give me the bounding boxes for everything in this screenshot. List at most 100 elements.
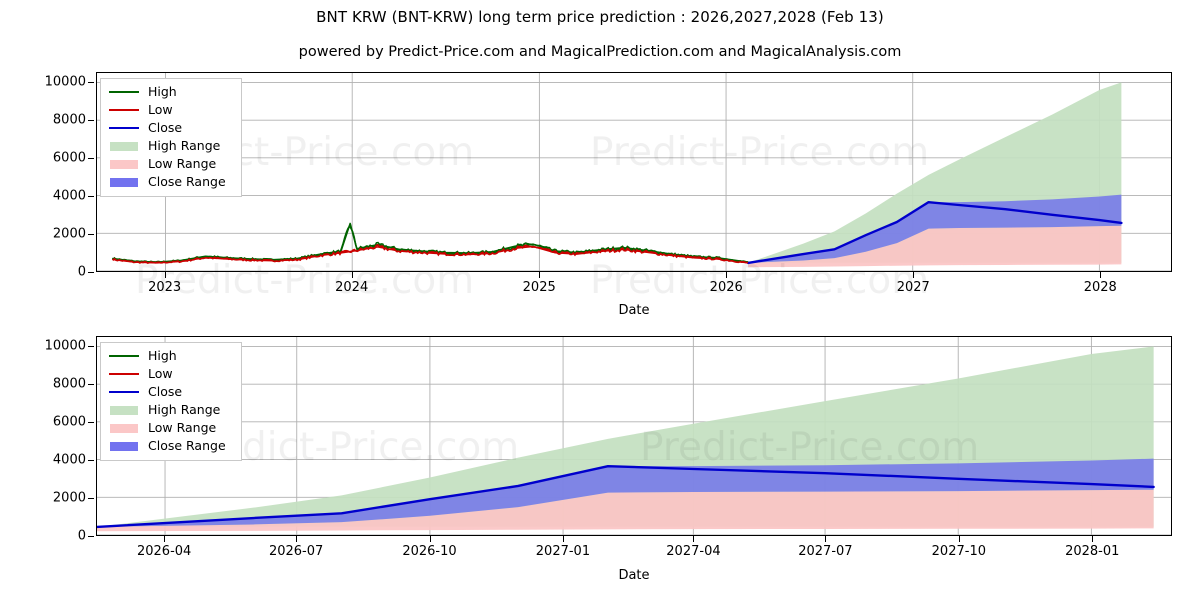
legend-history: High Low Close High Range Low Range Close Ran… (100, 78, 242, 197)
x-tick-label: 2027-01 (535, 544, 591, 559)
legend-item-label: High Range (148, 402, 221, 417)
chart-panel-history (96, 72, 1172, 272)
x-tick-label: 2025 (522, 280, 556, 295)
band-low-range (748, 225, 1122, 268)
x-tick-mark (296, 536, 298, 542)
page-subtitle: powered by Predict-Price.com and Magical… (298, 44, 902, 60)
legend-item-label: Low Range (148, 156, 217, 171)
y-tick-label: 4000 (52, 188, 86, 204)
y-tick-mark (88, 81, 94, 83)
x-tick-mark (562, 536, 564, 542)
x-axis-label-forecast: Date (618, 568, 650, 583)
legend-item-close[interactable]: Close (109, 120, 232, 136)
y-tick-mark (88, 345, 94, 347)
legend-line-swatch-2 (109, 121, 139, 135)
swatch-fill (109, 109, 139, 112)
y-tick-label: 2000 (52, 490, 86, 506)
legend-item-low[interactable]: Low (109, 366, 232, 382)
y-tick-label: 10000 (44, 74, 86, 90)
y-tick-mark (88, 272, 94, 273)
legend-patch-swatch-4 (109, 421, 139, 435)
y-tick-label: 2000 (52, 226, 86, 242)
legend-item-close[interactable]: Close (109, 384, 232, 400)
legend-item-close-range[interactable]: Close Range (109, 438, 232, 454)
x-tick-label: 2026-10 (402, 544, 457, 559)
series-line-low (112, 245, 749, 264)
x-tick-mark (539, 272, 541, 278)
swatch-fill (110, 424, 138, 433)
page-title: BNT KRW (BNT-KRW) long term price predic… (316, 8, 884, 26)
legend-item-close-range[interactable]: Close Range (109, 174, 232, 190)
legend-item-low-range[interactable]: Low Range (109, 420, 232, 436)
legend-patch-swatch-4 (109, 157, 139, 171)
x-tick-label: 2027-10 (931, 544, 986, 559)
y-tick-label: 6000 (52, 150, 86, 166)
chart-panel-forecast (96, 336, 1172, 536)
x-tick-label: 2023 (148, 280, 182, 295)
x-tick-label: 2026-07 (268, 544, 324, 559)
plot-svg-forecast (97, 337, 1171, 535)
x-tick-mark (351, 272, 353, 278)
swatch-fill (110, 160, 138, 169)
legend-item-label: Low (148, 366, 173, 381)
legend-item-high-range[interactable]: High Range (109, 138, 232, 154)
x-tick-mark (429, 536, 431, 542)
x-tick-mark (1100, 272, 1102, 278)
legend-line-swatch-0 (109, 349, 139, 363)
swatch-fill (110, 406, 138, 415)
legend-item-label: Close Range (148, 438, 226, 453)
legend-patch-swatch-5 (109, 175, 139, 189)
legend-line-swatch-1 (109, 367, 139, 381)
swatch-fill (109, 355, 139, 358)
x-tick-mark (726, 272, 728, 278)
y-tick-mark (88, 459, 94, 461)
x-tick-label: 2028 (1083, 280, 1117, 295)
y-tick-label: 0 (77, 264, 86, 280)
legend-patch-swatch-5 (109, 439, 139, 453)
y-tick-label: 6000 (52, 414, 86, 430)
legend-item-low[interactable]: Low (109, 102, 232, 118)
legend-item-label: Low (148, 102, 173, 117)
y-tick-mark (88, 119, 94, 121)
legend-item-label: Close (148, 120, 183, 135)
x-tick-mark (693, 536, 695, 542)
x-tick-label: 2026 (709, 280, 743, 295)
y-tick-mark (88, 195, 94, 197)
x-tick-label: 2027-07 (798, 544, 853, 559)
x-tick-mark (913, 272, 915, 278)
swatch-fill (109, 127, 139, 130)
x-tick-label: 2028-01 (1065, 544, 1120, 559)
legend-item-low-range[interactable]: Low Range (109, 156, 232, 172)
y-tick-mark (88, 421, 94, 423)
x-tick-label: 2024 (335, 280, 369, 295)
series-line-close (97, 464, 1155, 529)
legend-item-high[interactable]: High (109, 348, 232, 364)
x-tick-mark (825, 536, 827, 542)
legend-item-label: Close (148, 384, 183, 399)
x-tick-label: 2027-04 (666, 544, 721, 559)
legend-patch-swatch-3 (109, 403, 139, 417)
swatch-fill (110, 442, 138, 451)
legend-item-label: High (148, 84, 177, 99)
series-line-low-detail (112, 244, 749, 265)
y-tick-mark (88, 536, 94, 537)
legend-line-swatch-1 (109, 103, 139, 117)
series-line-high-detail (112, 224, 749, 264)
x-tick-label: 2027 (896, 280, 930, 295)
legend-item-high-range[interactable]: High Range (109, 402, 232, 418)
swatch-fill (110, 178, 138, 187)
legend-line-swatch-2 (109, 385, 139, 399)
y-tick-label: 10000 (44, 338, 86, 354)
y-tick-label: 4000 (52, 452, 86, 468)
legend-line-swatch-0 (109, 85, 139, 99)
legend-item-high[interactable]: High (109, 84, 232, 100)
y-tick-mark (88, 497, 94, 499)
y-tick-label: 0 (77, 528, 86, 544)
legend-patch-swatch-3 (109, 139, 139, 153)
legend-item-label: Close Range (148, 174, 226, 189)
plot-svg-history (97, 73, 1171, 271)
x-tick-mark (958, 536, 960, 542)
swatch-fill (109, 373, 139, 376)
y-tick-mark (88, 383, 94, 385)
